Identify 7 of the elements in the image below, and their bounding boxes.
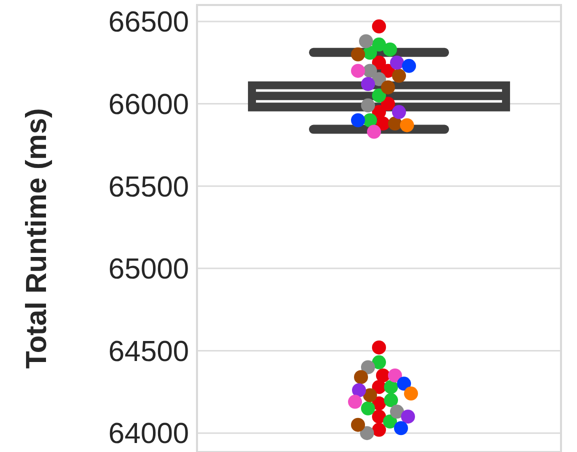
y-tick-label: 64000 [108, 418, 189, 450]
y-tick-label: 64500 [108, 336, 189, 368]
y-tick-label: 66500 [108, 6, 189, 39]
y-tick-label: 66000 [108, 88, 189, 121]
y-tick-label: 65000 [108, 254, 189, 286]
y-tick-label: 65500 [108, 171, 189, 204]
y-axis-title: Total Runtime (ms) [21, 108, 53, 369]
